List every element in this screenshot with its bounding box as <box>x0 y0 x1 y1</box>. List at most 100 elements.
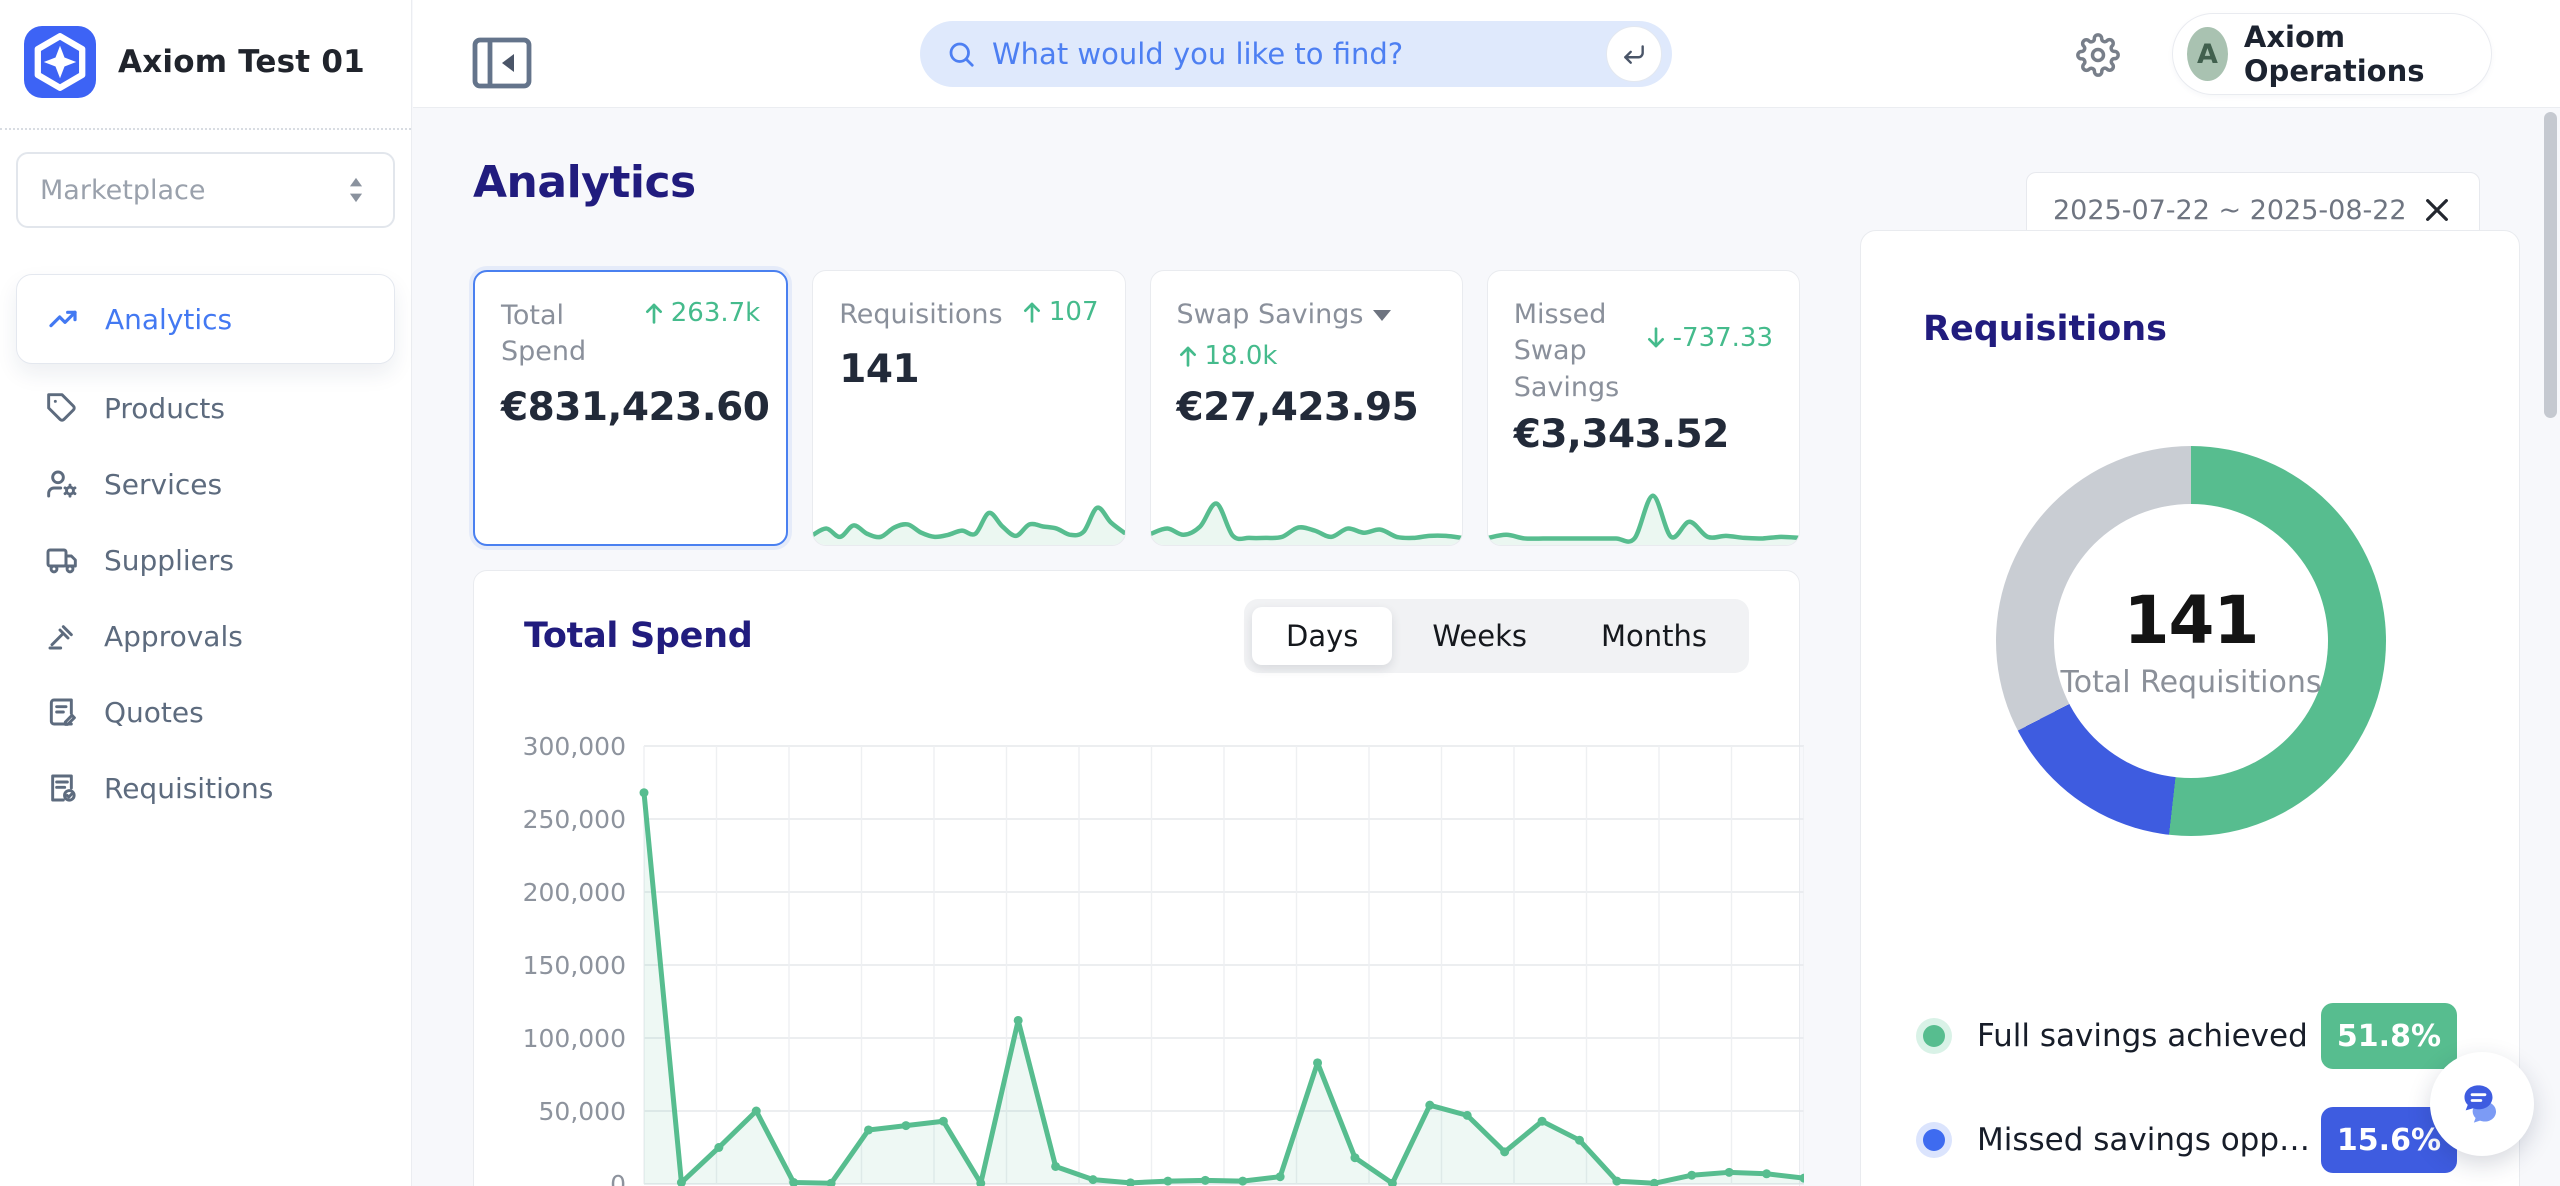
dropdown-caret-icon[interactable] <box>1373 310 1392 321</box>
donut-total-value: 141 <box>2123 582 2260 659</box>
global-search <box>920 21 1672 87</box>
sidebar-item-quotes[interactable]: Quotes <box>16 680 395 744</box>
arrow-up-icon <box>1179 347 1196 368</box>
sidebar-item-label: Analytics <box>105 302 233 336</box>
line-chart: 300,000 250,000 200,000 150,000 100,000 50,00… <box>523 732 1804 1186</box>
app-logo-icon <box>24 26 96 98</box>
svg-text:0: 0 <box>610 1170 626 1186</box>
svg-text:150,000: 150,000 <box>523 951 626 980</box>
stat-card-requisitions[interactable]: Requisitions 107 141 <box>812 270 1126 546</box>
stat-value: €27,423.95 <box>1176 385 1419 431</box>
app-title: Axiom Test 01 <box>118 44 365 80</box>
donut-chart <box>1996 446 2386 836</box>
stat-value: 141 <box>839 347 920 393</box>
stat-label: Missed Swap Savings <box>1513 299 1620 403</box>
arrow-down-icon <box>1647 327 1664 348</box>
stat-card-missed-swap-savings[interactable]: Missed Swap Savings -737.33 €3,343.52 <box>1486 270 1800 546</box>
document-check-icon <box>51 774 76 802</box>
stat-label: Requisitions <box>839 299 1003 330</box>
legend-percent-badge: 51.8% <box>2320 1003 2457 1069</box>
sidebar-item-label: Approvals <box>104 619 243 653</box>
sidebar-item-services[interactable]: Services <box>16 452 395 516</box>
sparkline-chart <box>1150 501 1462 545</box>
sidebar-item-label: Products <box>104 391 225 425</box>
stat-label: Swap Savings <box>1177 297 1392 333</box>
sidebar-item-label: Services <box>104 467 223 501</box>
toggle-weeks[interactable]: Weeks <box>1432 619 1527 653</box>
legend-item-full-savings[interactable]: Full savings achieved 51.8% <box>1923 1003 2457 1069</box>
sidebar: Axiom Test 01 Marketplace Analytics Prod… <box>0 0 412 1186</box>
profile-menu[interactable]: A Axiom Operations <box>2172 13 2492 95</box>
brand: Axiom Test 01 <box>0 0 411 130</box>
stat-card-total-spend[interactable]: Total Spend 263.7k €831,423.60 <box>473 270 789 546</box>
collapse-panel-icon <box>472 37 532 89</box>
sidebar-nav: Analytics Products Services Suppliers <box>0 274 411 820</box>
legend-dot-icon <box>1923 1129 1945 1151</box>
legend-item-missed-savings[interactable]: Missed savings oppo… 15.6% <box>1923 1107 2457 1173</box>
date-range-value: 2025-07-22 ~ 2025-08-22 <box>2053 194 2407 226</box>
stat-value: €3,343.52 <box>1513 412 1730 458</box>
stat-delta: 18.0k <box>1177 341 1436 371</box>
sidebar-collapse-button[interactable] <box>471 36 533 90</box>
gear-icon <box>2076 33 2120 77</box>
svg-text:250,000: 250,000 <box>523 805 626 834</box>
donut-center: 141 Total Requisitions <box>1996 446 2386 836</box>
arrow-up-icon <box>645 303 662 324</box>
gavel-icon <box>48 625 73 650</box>
sidebar-item-analytics[interactable]: Analytics <box>16 274 395 364</box>
updown-stepper-icon <box>349 177 363 203</box>
toggle-months[interactable]: Months <box>1600 619 1707 653</box>
search-input[interactable] <box>992 37 1606 71</box>
svg-text:100,000: 100,000 <box>523 1024 626 1053</box>
granularity-toggle: Days Weeks Months <box>1244 599 1749 673</box>
sidebar-item-label: Quotes <box>104 695 204 729</box>
requisitions-panel: Requisitions 141 Total Requisitions Full… <box>1860 230 2520 1186</box>
sidebar-item-label: Requisitions <box>104 771 274 805</box>
workspace-select-value: Marketplace <box>40 174 206 206</box>
donut-legend: Full savings achieved 51.8% Missed savin… <box>1923 1003 2457 1186</box>
sparkline-chart <box>1487 493 1799 545</box>
stat-cards-row: Total Spend 263.7k €831,423.60 Requisiti… <box>473 270 1800 546</box>
sidebar-item-suppliers[interactable]: Suppliers <box>16 528 395 592</box>
analytics-icon <box>49 310 77 328</box>
workspace-select[interactable]: Marketplace <box>16 152 395 228</box>
stat-delta: 263.7k <box>643 298 760 328</box>
profile-name: Axiom Operations <box>2243 20 2425 88</box>
svg-text:300,000: 300,000 <box>523 732 626 761</box>
close-icon[interactable] <box>2421 194 2453 226</box>
svg-text:50,000: 50,000 <box>539 1097 626 1126</box>
donut-total-label: Total Requisitions <box>2060 665 2322 700</box>
search-submit-button[interactable] <box>1606 26 1662 82</box>
avatar: A <box>2187 27 2228 81</box>
sidebar-item-approvals[interactable]: Approvals <box>16 604 395 668</box>
stat-label: Total Spend <box>501 300 587 368</box>
user-gear-icon <box>47 470 77 498</box>
stat-delta: 107 <box>1021 297 1099 327</box>
chat-bubbles-icon <box>2464 1085 2496 1123</box>
total-spend-chart-card: Total Spend Days Weeks Months 300,000 250… <box>473 570 1804 1186</box>
stat-value: €831,423.60 <box>501 384 770 430</box>
sidebar-item-products[interactable]: Products <box>16 376 395 440</box>
legend-dot-icon <box>1923 1025 1945 1047</box>
settings-button[interactable] <box>2076 33 2120 77</box>
stat-delta: -737.33 <box>1645 323 1773 353</box>
tag-icon <box>47 393 76 422</box>
search-icon <box>949 42 974 67</box>
panel-title: Requisitions <box>1923 309 2168 349</box>
stat-card-swap-savings[interactable]: Swap Savings 18.0k €27,423.95 <box>1149 270 1463 546</box>
topbar: A Axiom Operations <box>413 0 2560 108</box>
chart-title: Total Spend <box>524 616 753 656</box>
document-pencil-icon <box>49 698 76 726</box>
toggle-days[interactable]: Days <box>1252 607 1393 665</box>
sidebar-item-label: Suppliers <box>104 543 234 577</box>
vertical-scrollbar[interactable] <box>2544 112 2557 418</box>
chat-widget-button[interactable] <box>2430 1052 2534 1156</box>
sparkline-chart <box>813 505 1125 545</box>
main-content: Analytics 2025-07-22 ~ 2025-08-22 Total … <box>413 109 2560 1186</box>
sidebar-item-requisitions[interactable]: Requisitions <box>16 756 395 820</box>
arrow-up-icon <box>1023 302 1040 323</box>
page-title: Analytics <box>473 157 696 208</box>
enter-key-icon <box>1624 45 1644 64</box>
truck-icon <box>46 548 77 574</box>
svg-text:200,000: 200,000 <box>523 878 626 907</box>
